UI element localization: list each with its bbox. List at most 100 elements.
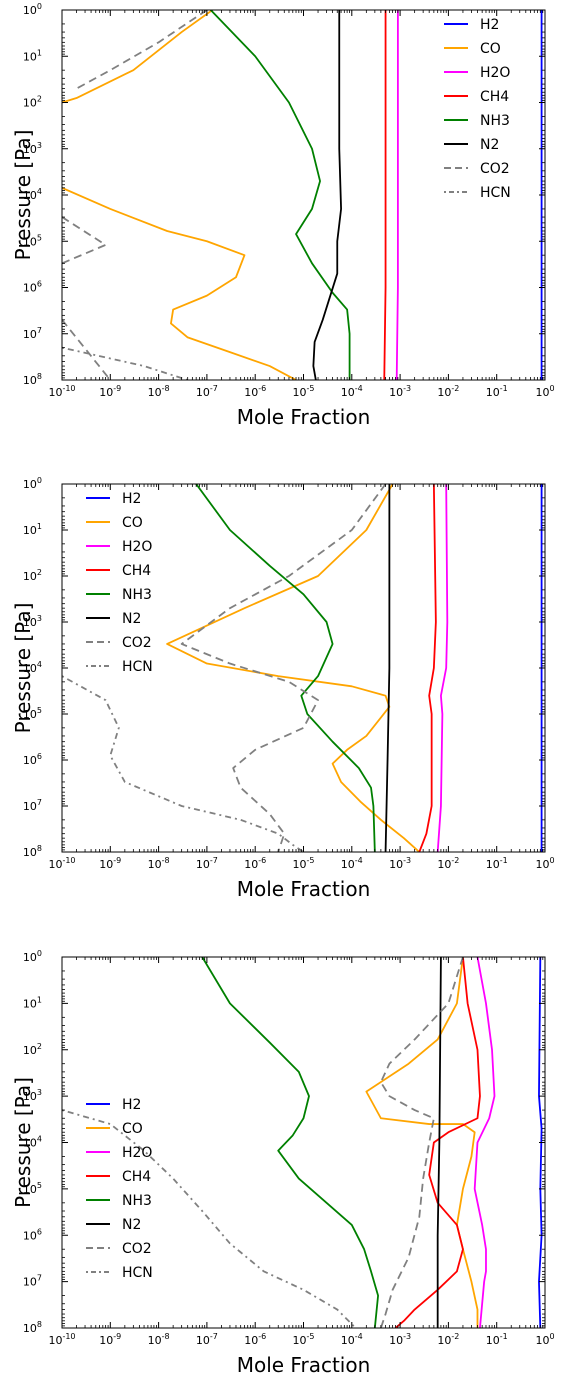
legend-label-n2: N2 <box>480 137 499 153</box>
series-line-co <box>166 484 420 852</box>
x-tick-label: 10-9 <box>99 1332 121 1347</box>
x-tick-label: 10-4 <box>341 856 363 871</box>
x-tick-label: 100 <box>535 1332 554 1347</box>
legend-label-hcn: HCN <box>122 1265 153 1281</box>
legend-label-ch4: CH4 <box>122 563 151 579</box>
x-tick-label: 10-8 <box>148 1332 170 1347</box>
x-tick-label: 10-6 <box>244 856 266 871</box>
legend-label-nh3: NH3 <box>122 1193 152 1209</box>
y-tick-label: 105 <box>23 1181 42 1196</box>
y-tick-label: 108 <box>23 372 42 387</box>
y-tick-label: 103 <box>23 614 42 629</box>
series-line-h2o <box>436 484 449 852</box>
legend: H2 CO H2O CH4 NH3 N2 CO2 HCN <box>444 17 511 201</box>
series-line-n2 <box>436 957 442 1328</box>
series-line-co <box>365 957 479 1328</box>
series-group <box>62 10 543 380</box>
x-tick-label: 10-3 <box>389 1332 411 1347</box>
chart-panel-1: 10-10 10-9 10-8 10-7 10-6 10-5 10-4 10-3 10-2 10-… <box>11 2 555 429</box>
legend-label-n2: N2 <box>122 1217 141 1233</box>
legend: H2 CO H2O CH4 NH3 N2 CO2 HCN <box>86 491 153 675</box>
chart-panel-2: 10-10 10-9 10-8 10-7 10-6 10-5 10-4 10-3 10-2 10-… <box>11 476 555 901</box>
x-tick-label: 10-1 <box>486 856 508 871</box>
series-line-h2o <box>473 957 496 1328</box>
series-group <box>62 957 543 1328</box>
series-line-co-part2 <box>62 187 297 380</box>
y-tick-label: 107 <box>23 798 42 813</box>
x-tick-label: 10-7 <box>196 856 218 871</box>
y-tick-label: 105 <box>23 233 42 248</box>
y-tick-label: 103 <box>23 1088 42 1103</box>
legend-label-nh3: NH3 <box>480 113 510 129</box>
y-tick-label: 101 <box>23 48 42 63</box>
y-tick-label: 108 <box>23 1320 42 1335</box>
series-line-h2o <box>395 10 399 380</box>
series-line-ch4 <box>418 484 437 852</box>
x-tick-label: 10-2 <box>437 856 459 871</box>
series-line-nh3 <box>201 957 379 1328</box>
x-tick-label: 10-9 <box>99 384 121 399</box>
legend: H2 CO H2O CH4 NH3 N2 CO2 HCN <box>86 1097 153 1281</box>
series-line-ch4 <box>383 10 387 380</box>
y-tick-label: 104 <box>23 1135 42 1150</box>
y-tick-label: 105 <box>23 706 42 721</box>
series-line-ch4 <box>394 957 481 1328</box>
y-axis-label: Pressure [Pa] <box>11 603 35 734</box>
y-tick-label: 100 <box>23 476 42 491</box>
y-axis-label: Pressure [Pa] <box>11 1077 35 1208</box>
legend-label-h2o: H2O <box>480 65 510 81</box>
legend-label-n2: N2 <box>122 611 141 627</box>
legend-label-h2: H2 <box>480 17 499 33</box>
legend-label-ch4: CH4 <box>480 89 509 105</box>
legend-label-co2: CO2 <box>480 161 510 177</box>
legend-label-co: CO <box>122 1121 143 1137</box>
x-tick-label: 100 <box>535 384 554 399</box>
y-tick-label: 104 <box>23 660 42 675</box>
legend-label-hcn: HCN <box>480 185 511 201</box>
series-line-co2-part2 <box>62 216 107 265</box>
legend-label-co: CO <box>480 41 501 57</box>
legend-label-co: CO <box>122 515 143 531</box>
series-line-n2 <box>312 10 342 380</box>
legend-label-h2o: H2O <box>122 1145 152 1161</box>
y-tick-label: 104 <box>23 187 42 202</box>
legend-label-h2: H2 <box>122 491 141 507</box>
x-axis-label: Mole Fraction <box>237 405 371 429</box>
x-axis-label: Mole Fraction <box>237 1353 371 1377</box>
x-tick-label: 10-3 <box>389 384 411 399</box>
legend-label-co2: CO2 <box>122 1241 152 1257</box>
x-tick-label: 10-7 <box>196 1332 218 1347</box>
x-tick-label: 10-6 <box>244 1332 266 1347</box>
y-axis-label: Pressure [Pa] <box>11 130 35 261</box>
y-tick-label: 102 <box>23 568 42 583</box>
x-tick-label: 10-6 <box>244 384 266 399</box>
y-tick-label: 100 <box>23 949 42 964</box>
legend-label-co2: CO2 <box>122 635 152 651</box>
legend-label-ch4: CH4 <box>122 1169 151 1185</box>
legend-label-hcn: HCN <box>122 659 153 675</box>
x-tick-label: 10-2 <box>437 1332 459 1347</box>
y-tick-label: 107 <box>23 1274 42 1289</box>
x-tick-label: 10-3 <box>389 856 411 871</box>
x-tick-label: 10-8 <box>148 856 170 871</box>
x-tick-label: 10-5 <box>293 1332 315 1347</box>
y-tick-label: 108 <box>23 844 42 859</box>
x-tick-label: 10-1 <box>486 384 508 399</box>
series-line-co2 <box>379 957 464 1328</box>
y-tick-label: 102 <box>23 1042 42 1057</box>
series-line-n2 <box>384 484 391 852</box>
y-tick-label: 106 <box>23 280 42 295</box>
series-line-hcn <box>62 675 304 852</box>
series-line-hcn <box>62 1109 357 1328</box>
x-tick-label: 10-10 <box>48 384 75 399</box>
legend-label-nh3: NH3 <box>122 587 152 603</box>
legend-label-h2: H2 <box>122 1097 141 1113</box>
series-line-co2 <box>180 484 387 852</box>
plot-frame <box>61 9 546 381</box>
series-line-nh3 <box>195 484 376 852</box>
series-line-nh3 <box>210 10 351 380</box>
x-tick-label: 10-10 <box>48 1332 75 1347</box>
y-tick-label: 102 <box>23 95 42 110</box>
y-tick-label: 103 <box>23 141 42 156</box>
